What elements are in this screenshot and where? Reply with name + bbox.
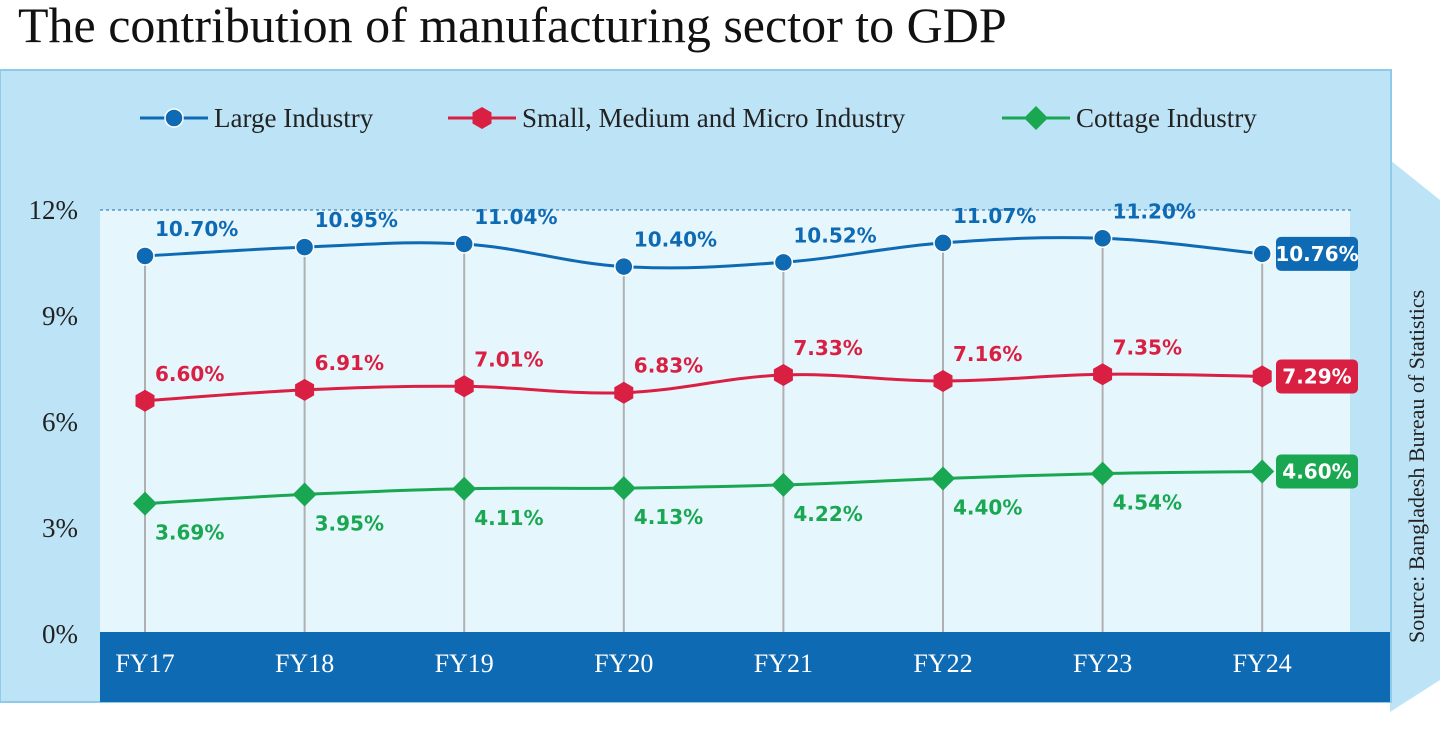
data-label: 6.60% bbox=[155, 362, 224, 386]
legend-label: Small, Medium and Micro Industry bbox=[522, 103, 906, 133]
legend-label: Large Industry bbox=[214, 103, 374, 133]
series-line bbox=[144, 470, 1263, 506]
data-label: 10.70% bbox=[155, 217, 238, 241]
y-tick-label: 3% bbox=[42, 513, 78, 543]
data-label: 4.22% bbox=[793, 502, 862, 526]
point-marker bbox=[771, 472, 796, 497]
point-marker bbox=[294, 237, 315, 257]
point-marker bbox=[933, 233, 953, 253]
point-marker bbox=[611, 476, 636, 501]
data-label: 4.11% bbox=[474, 506, 543, 530]
data-label: 10.40% bbox=[634, 228, 717, 252]
x-tick-label: FY19 bbox=[435, 649, 494, 678]
point-marker bbox=[133, 491, 157, 516]
data-label: 7.29% bbox=[1282, 364, 1351, 388]
x-tick-label: FY22 bbox=[913, 649, 972, 678]
data-label: 7.16% bbox=[953, 342, 1022, 366]
data-label: 10.95% bbox=[315, 208, 398, 232]
point-marker bbox=[164, 108, 184, 128]
data-label: 3.69% bbox=[155, 521, 224, 545]
point-marker bbox=[135, 389, 155, 412]
x-tick-label: FY24 bbox=[1233, 649, 1292, 678]
data-label: 3.95% bbox=[315, 511, 384, 535]
point-marker bbox=[933, 370, 953, 392]
point-marker bbox=[1092, 228, 1113, 249]
point-marker bbox=[614, 381, 634, 404]
data-label: 4.60% bbox=[1282, 459, 1351, 483]
data-label: 11.04% bbox=[474, 205, 557, 229]
legend-item-large: Large Industry bbox=[140, 103, 374, 133]
last-value-badge bbox=[1276, 454, 1358, 489]
data-label: 7.35% bbox=[1113, 335, 1182, 359]
y-tick-label: 9% bbox=[42, 301, 78, 331]
data-label: 11.20% bbox=[1113, 199, 1196, 223]
series-cottage: 3.69% 3.95% 4.11% 4.13% 4.22% 4.40% 4.54% 4.60% bbox=[133, 454, 1358, 545]
series-large: 10.70% 10.95% 11.04% 10.40% 10.52% 11.07% 11.2… bbox=[135, 199, 1359, 277]
chart-title: The contribution of manufacturing sector… bbox=[18, 0, 1007, 53]
point-marker bbox=[452, 476, 477, 501]
x-tick-label: FY18 bbox=[275, 649, 334, 678]
data-label: 6.83% bbox=[634, 354, 703, 378]
point-marker bbox=[135, 246, 155, 266]
point-marker bbox=[454, 375, 474, 398]
x-axis-band bbox=[100, 632, 1390, 702]
point-marker bbox=[1024, 106, 1048, 130]
point-marker bbox=[1090, 461, 1115, 486]
point-marker bbox=[931, 466, 955, 491]
data-label: 7.33% bbox=[793, 336, 862, 360]
point-marker bbox=[773, 364, 793, 386]
y-tick-label: 6% bbox=[42, 407, 78, 437]
legend-label: Cottage Industry bbox=[1076, 103, 1257, 133]
y-tick-label: 12% bbox=[29, 195, 79, 225]
series-line bbox=[144, 236, 1263, 270]
data-label: 10.52% bbox=[793, 223, 876, 247]
data-label: 6.91% bbox=[315, 351, 384, 375]
point-marker bbox=[472, 107, 492, 129]
series-small: 6.60% 6.91% 7.01% 6.83% 7.33% 7.16% 7.35% 7.29% bbox=[135, 335, 1358, 412]
data-label: 4.54% bbox=[1113, 491, 1182, 515]
point-marker bbox=[454, 234, 474, 254]
x-tick-label: FY23 bbox=[1073, 649, 1132, 678]
last-value-badge bbox=[1276, 236, 1358, 271]
point-marker bbox=[1252, 244, 1272, 264]
x-tick-label: FY21 bbox=[754, 649, 813, 678]
point-marker bbox=[1250, 459, 1275, 484]
data-label: 4.40% bbox=[953, 496, 1022, 520]
data-label: 10.76% bbox=[1275, 242, 1358, 266]
source-note: Source: Bangladesh Bureau of Statistics bbox=[1404, 290, 1429, 643]
point-marker bbox=[295, 378, 315, 401]
x-tick-label: FY20 bbox=[594, 649, 653, 678]
point-marker bbox=[1093, 363, 1113, 386]
point-marker bbox=[292, 482, 317, 507]
data-label: 11.07% bbox=[953, 204, 1036, 228]
point-marker bbox=[614, 256, 634, 277]
x-tick-label: FY17 bbox=[115, 649, 174, 678]
plot-area bbox=[100, 210, 1350, 634]
y-tick-label: 0% bbox=[42, 619, 78, 649]
data-label: 4.13% bbox=[634, 505, 703, 529]
data-label: 7.01% bbox=[474, 347, 543, 371]
side-arrow bbox=[1390, 160, 1440, 712]
point-marker bbox=[773, 252, 794, 273]
legend-item-small: Small, Medium and Micro Industry bbox=[448, 103, 906, 133]
last-value-badge bbox=[1276, 359, 1358, 394]
legend-item-cottage: Cottage Industry bbox=[1002, 103, 1257, 133]
series-line bbox=[144, 372, 1263, 403]
point-marker bbox=[1252, 365, 1272, 388]
